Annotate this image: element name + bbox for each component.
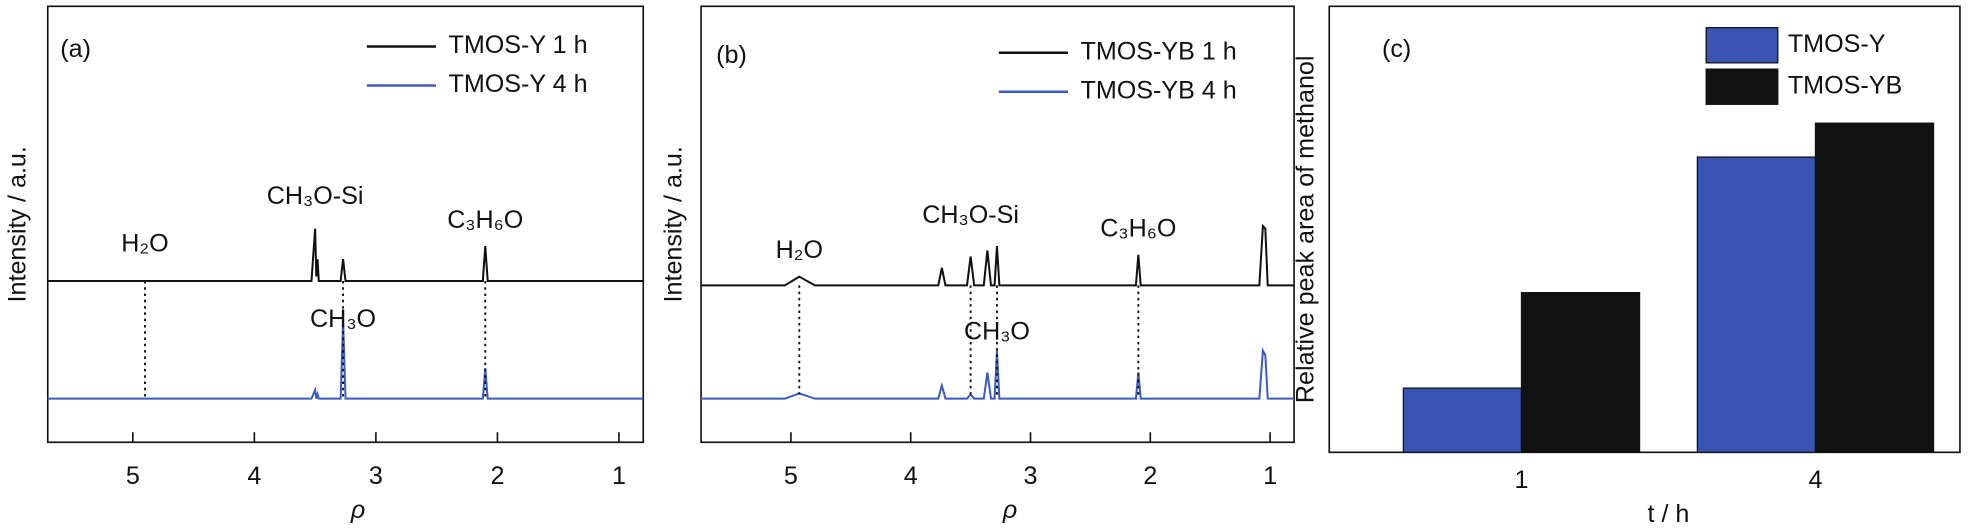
plot-frame (1328, 5, 1961, 454)
peak-annotation: C₃H₆O (447, 206, 523, 234)
panel-label: (c) (1382, 35, 1411, 63)
bar (1814, 122, 1935, 453)
peak-annotation: CH₃O-Si (267, 182, 364, 210)
peak-annotation: CH₃O-Si (922, 201, 1019, 229)
plot-frame (46, 5, 645, 444)
legend-swatch (1705, 68, 1779, 105)
x-tick-label: 4 (1808, 466, 1822, 494)
x-tick-label: 3 (369, 462, 383, 490)
panel-label: (a) (60, 35, 91, 63)
spectrum-line (701, 223, 1295, 287)
x-tick-label: 4 (904, 462, 918, 490)
x-tick-label: 1 (1514, 466, 1528, 494)
x-tick-label: 1 (1263, 462, 1277, 490)
legend-label: TMOS-YB (1788, 71, 1902, 99)
legend-label: TMOS-Y (1788, 30, 1886, 58)
x-tick-label: 3 (1024, 462, 1038, 490)
peak-annotation: C₃H₆O (1100, 215, 1176, 243)
x-tick-label: 2 (1143, 462, 1157, 490)
x-tick-label: 1 (612, 462, 626, 490)
bar (1696, 156, 1817, 453)
x-axis-label: t / h (1648, 500, 1690, 528)
plot-frame (700, 5, 1295, 444)
panel-label: (b) (716, 41, 747, 69)
y-axis-label: Relative peak area of methanol (1291, 56, 1319, 404)
legend-label: TMOS-Y 4 h (449, 70, 588, 98)
peak-annotation: H₂O (121, 230, 168, 258)
peak-annotation: H₂O (776, 236, 823, 264)
peak-annotation: CH₃O (964, 318, 1030, 346)
x-tick-label: 4 (247, 462, 261, 490)
legend-label: TMOS-Y 1 h (449, 31, 588, 59)
y-axis-label: Intensity / a.u. (3, 146, 31, 302)
spectrum-line (47, 320, 644, 400)
legend-label: TMOS-YB 4 h (1080, 76, 1236, 104)
legend-label: TMOS-YB 1 h (1080, 37, 1236, 65)
x-tick-label: 2 (490, 462, 504, 490)
x-tick-label: 5 (126, 462, 140, 490)
legend-swatch (1705, 27, 1779, 64)
bar (1402, 387, 1523, 453)
x-tick-label: 5 (784, 462, 798, 490)
peak-annotation: CH₃O (310, 305, 376, 333)
bar (1520, 292, 1641, 453)
x-axis-label: ρ (350, 496, 365, 524)
x-axis-label: ρ (1002, 496, 1017, 524)
spectrum-line (47, 228, 644, 282)
spectrum-line (701, 347, 1295, 400)
y-axis-label: Intensity / a.u. (659, 146, 687, 302)
